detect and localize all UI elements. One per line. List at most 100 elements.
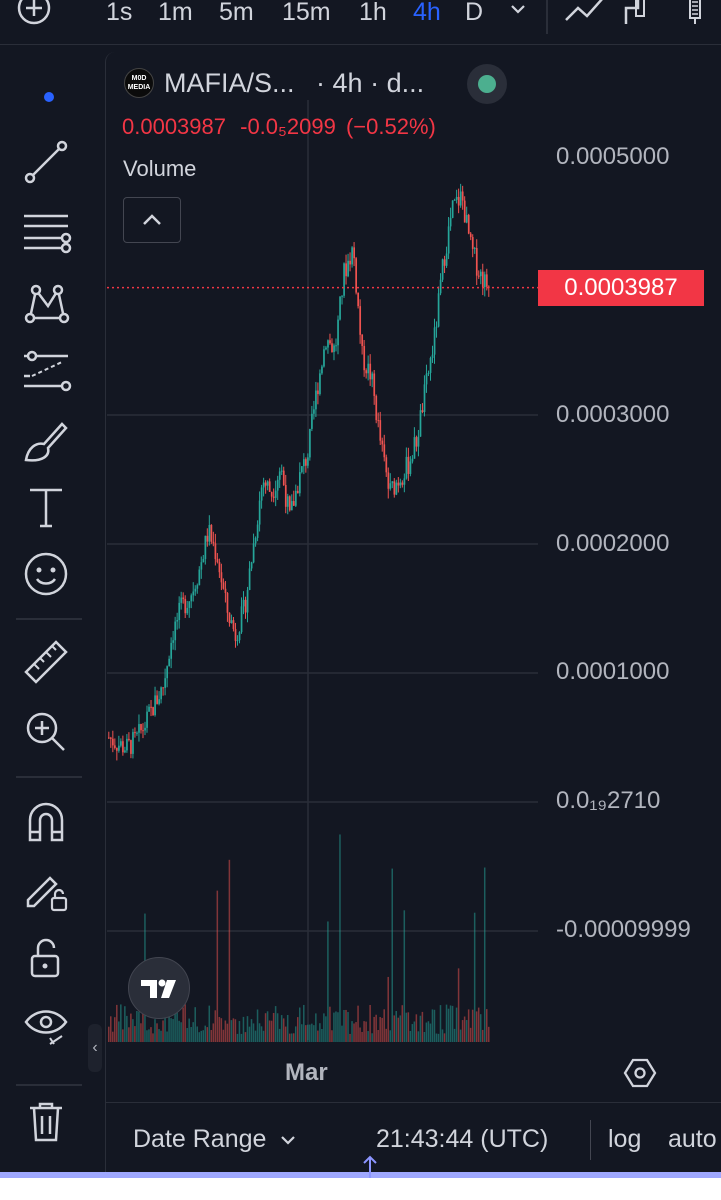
unlock-icon[interactable] — [20, 932, 78, 984]
collapse-legend-button[interactable] — [123, 197, 181, 243]
candle-body — [401, 482, 404, 485]
market-status-indicator[interactable] — [467, 64, 507, 104]
candle-body — [315, 390, 317, 410]
volume-bar — [359, 1027, 361, 1042]
timeframe-1s[interactable]: 1s — [106, 0, 133, 26]
volume-bar — [292, 1033, 295, 1042]
step-chart-icon[interactable] — [622, 0, 658, 31]
timeframe-15m[interactable]: 15m — [282, 0, 331, 26]
trend-line-icon[interactable] — [20, 136, 78, 188]
volume-bar — [270, 1020, 273, 1042]
volume-bar — [393, 1015, 396, 1042]
candle-body — [256, 524, 259, 538]
candle-body — [288, 496, 291, 511]
volume-bar — [220, 1018, 223, 1042]
toolbar-divider — [546, 0, 548, 34]
candle-body — [146, 711, 148, 728]
candle-body — [435, 326, 438, 328]
log-scale-toggle[interactable]: log — [608, 1125, 642, 1153]
candle-body — [254, 537, 257, 544]
pane-resize-bar[interactable] — [0, 1172, 721, 1178]
symbol-name[interactable]: MAFIA/S... — [164, 68, 295, 98]
candle-body — [309, 428, 311, 458]
volume-bar — [383, 1009, 385, 1042]
timeframe-5m[interactable]: 5m — [219, 0, 254, 26]
volume-bar — [258, 1023, 261, 1042]
price-chart[interactable] — [0, 0, 721, 1100]
prediction-icon[interactable] — [20, 346, 78, 398]
candle-body — [399, 482, 402, 486]
pattern-icon[interactable] — [20, 276, 78, 328]
auto-scale-toggle[interactable]: auto — [668, 1125, 717, 1153]
candle-body — [331, 343, 333, 353]
timezone-clock[interactable]: 21:43:44 (UTC) — [376, 1125, 549, 1153]
volume-bar — [218, 1016, 221, 1042]
candle-body — [178, 602, 181, 621]
candle-body — [204, 535, 207, 560]
volume-bar — [280, 1015, 283, 1042]
candle-body — [481, 271, 484, 288]
volume-bar — [126, 1015, 128, 1042]
volume-bar — [439, 1005, 442, 1042]
volume-bar — [453, 1028, 456, 1042]
volume-bar — [351, 1021, 353, 1042]
candle-body — [451, 200, 454, 218]
trash-icon[interactable] — [20, 1096, 78, 1148]
candle-body — [130, 740, 132, 754]
candle-body — [419, 410, 422, 437]
date-range-button[interactable]: Date Range — [133, 1125, 297, 1154]
candle-body — [180, 597, 183, 603]
volume-bar — [118, 1021, 120, 1042]
candle-body — [431, 354, 434, 359]
candle-body — [475, 248, 478, 276]
timeframe-4h[interactable]: 4h — [413, 0, 441, 26]
candle-body — [150, 706, 152, 708]
emoji-icon[interactable] — [20, 548, 78, 600]
volume-bar — [260, 1026, 263, 1042]
candle-body — [210, 524, 213, 542]
timeframe-1m[interactable]: 1m — [158, 0, 193, 26]
volume-bar — [190, 1027, 192, 1042]
volume-bar — [164, 1014, 166, 1042]
tradingview-logo[interactable] — [128, 957, 190, 1019]
timeframe-1h[interactable]: 1h — [359, 0, 387, 26]
timeframe-d[interactable]: D — [465, 0, 484, 26]
text-icon[interactable] — [20, 482, 78, 534]
candlestick-icon[interactable] — [684, 0, 708, 31]
volume-bar — [250, 1019, 253, 1042]
candle-body — [138, 724, 140, 733]
candle-body — [220, 572, 223, 583]
volume-bar — [315, 1013, 317, 1042]
visibility-icon[interactable] — [20, 1000, 78, 1052]
brush-icon[interactable] — [20, 416, 78, 468]
volume-bar — [194, 1007, 196, 1042]
volume-bar — [409, 1030, 412, 1042]
volume-bar — [114, 1017, 116, 1042]
volume-bar — [485, 1009, 488, 1042]
ruler-icon[interactable] — [20, 636, 78, 688]
volume-bar — [196, 1026, 198, 1042]
volume-bar — [357, 1005, 359, 1042]
magnet-icon[interactable] — [20, 796, 78, 848]
symbol-interval: · 4h · d... — [316, 68, 425, 98]
volume-label[interactable]: Volume — [123, 156, 197, 181]
volume-bar — [238, 1021, 241, 1042]
candle-body — [445, 253, 448, 266]
chevron-down-icon[interactable] — [508, 2, 528, 23]
candle-body — [258, 500, 261, 525]
line-chart-icon[interactable] — [564, 0, 606, 31]
symbol-title[interactable]: MAFIA/S... · 4h · d... — [164, 68, 424, 99]
zoom-in-icon[interactable] — [20, 706, 78, 758]
collapse-toolbar-button[interactable]: ‹ — [88, 1024, 102, 1072]
fib-retracement-icon[interactable] — [20, 206, 78, 258]
candle-body — [142, 730, 144, 732]
volume-bar — [425, 1022, 428, 1042]
volume-bar — [467, 1009, 470, 1042]
chart-settings-icon[interactable] — [622, 1055, 658, 1091]
volume-bar — [172, 1019, 174, 1042]
cursor-dot-icon[interactable] — [44, 92, 54, 102]
volume-bar — [162, 1020, 164, 1042]
volume-bar — [134, 1026, 136, 1042]
add-icon[interactable] — [16, 0, 52, 30]
lock-drawings-icon[interactable] — [20, 864, 78, 916]
